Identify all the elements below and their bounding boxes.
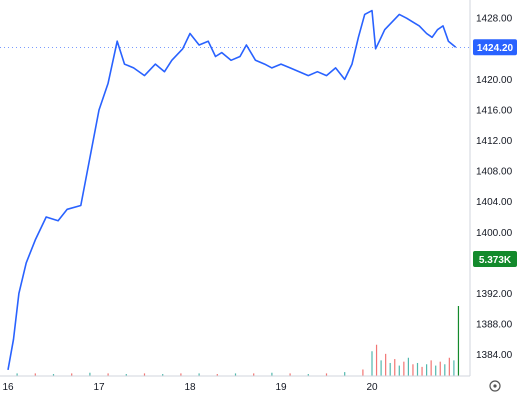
volume-bar (198, 373, 200, 376)
y-tick-label: 1388.00 (476, 320, 513, 331)
price-line (0, 9, 470, 371)
volume-bar (448, 357, 450, 376)
volume-bar (216, 374, 218, 376)
volume-tag: 5.373K (473, 251, 517, 267)
volume-bar (416, 362, 419, 376)
price-series-line (7, 9, 457, 371)
price-axis[interactable]: 1428.001424.001420.001416.001412.001408.… (469, 0, 513, 376)
volume-bar (457, 306, 460, 376)
x-tick-label: 16 (2, 382, 14, 393)
volume-bar (89, 372, 91, 376)
volume-bar (344, 372, 346, 376)
volume-bar (435, 365, 437, 376)
volume-bar (34, 373, 36, 376)
volume-bar (375, 344, 378, 376)
settings-button[interactable] (489, 380, 501, 392)
volume-value-label: 5.373K (479, 255, 512, 266)
x-tick-label: 20 (366, 382, 378, 393)
volume-bar (380, 360, 382, 376)
y-tick-label: 1416.00 (476, 105, 513, 116)
volume-bar (444, 364, 446, 376)
volume-bar (253, 373, 255, 376)
x-tick-label: 19 (275, 382, 287, 393)
x-tick-label: 18 (184, 382, 196, 393)
volume-bar (325, 373, 328, 376)
volume-bar (385, 353, 387, 376)
volume-bar (125, 374, 127, 376)
volume-bar (430, 360, 432, 376)
volume-bar (403, 361, 405, 376)
x-tick-label: 17 (93, 382, 105, 393)
volume-bar (426, 364, 428, 376)
volume-bar (412, 364, 414, 376)
time-axis[interactable]: 16 17 18 19 20 (0, 375, 470, 393)
volume-bar (52, 374, 55, 376)
volume-bar (271, 372, 273, 376)
last-price-tag: 1424.20 (473, 39, 517, 56)
volume-bar (71, 373, 73, 376)
volume-bar (16, 373, 18, 376)
volume-bar (389, 362, 391, 376)
volume-bar (289, 373, 291, 376)
y-tick-label: 1392.00 (476, 289, 513, 300)
volume-bar (453, 360, 455, 376)
volume-bar (143, 373, 146, 376)
y-tick-label: 1408.00 (476, 167, 513, 178)
volume-bar (398, 365, 400, 376)
last-price-label: 1424.20 (477, 43, 514, 54)
volume-bar (180, 373, 182, 376)
y-tick-label: 1428.00 (476, 14, 513, 25)
volume-bar (107, 373, 109, 376)
y-tick-label: 1404.00 (476, 197, 513, 208)
volume-bar (371, 351, 373, 376)
volume-bars (16, 306, 460, 376)
y-tick-label: 1384.00 (476, 350, 513, 361)
volume-bar (162, 374, 164, 376)
volume-bar (362, 369, 364, 376)
volume-bar (307, 374, 309, 376)
y-tick-label: 1412.00 (476, 136, 513, 147)
volume-bar (439, 361, 441, 376)
y-tick-label: 1400.00 (476, 228, 513, 239)
gear-icon[interactable] (489, 380, 501, 392)
y-tick-label: 1420.00 (476, 75, 513, 86)
volume-bar (394, 359, 396, 376)
volume-bar (234, 373, 237, 376)
volume-bar (421, 366, 423, 376)
volume-bar (407, 357, 409, 376)
